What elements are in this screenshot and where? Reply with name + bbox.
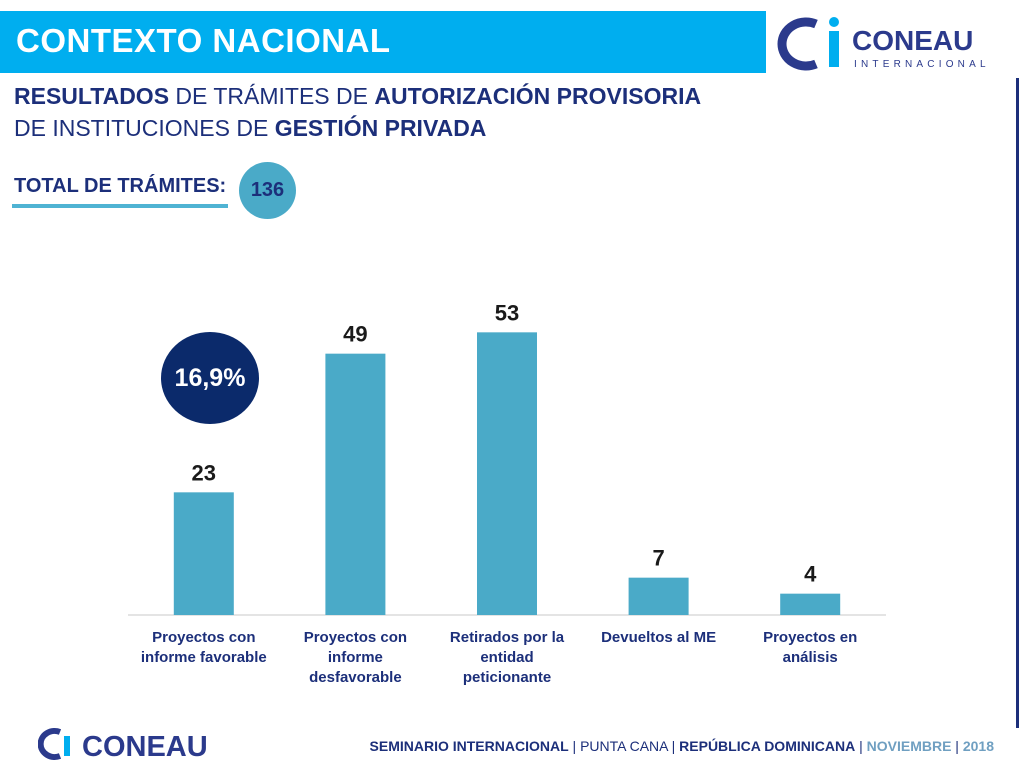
bar-2 <box>477 332 537 615</box>
header-bar <box>0 11 766 73</box>
logo-bar <box>829 31 839 67</box>
data-label-1: 49 <box>343 322 367 347</box>
category-label-0: Proyectos con informe favorable <box>141 629 267 666</box>
right-divider <box>1016 78 1019 728</box>
category-label-2: Retirados por la entidad peticionante <box>450 629 565 686</box>
data-label-2: 53 <box>495 300 519 325</box>
coneau-footer-logo: CONEAU <box>38 728 208 762</box>
logo-dot <box>829 17 839 27</box>
total-badge: 136 <box>239 162 296 219</box>
footer-logo-bar <box>64 736 70 756</box>
coneau-logo: CONEAU INTERNACIONAL <box>777 17 990 71</box>
footer-logo-ring <box>38 728 62 760</box>
total-label: TOTAL DE TRÁMITES: <box>14 175 227 197</box>
total-underline <box>12 204 228 208</box>
data-label-4: 4 <box>804 562 817 587</box>
slide-subtitle: RESULTADOS DE TRÁMITES DE AUTORIZACIÓN P… <box>14 80 774 144</box>
subtitle-line-2: DE INSTITUCIONES DE GESTIÓN PRIVADA <box>14 115 487 141</box>
bar-4 <box>780 593 841 615</box>
logo-sub: INTERNACIONAL <box>854 59 990 70</box>
percent-badge: 16,9% <box>161 332 259 424</box>
logo-word: CONEAU <box>852 25 973 56</box>
category-label-1: Proyectos con informe desfavorable <box>304 629 407 686</box>
page-title: CONTEXTO NACIONAL <box>16 22 391 59</box>
footer-text: SEMINARIO INTERNACIONAL | PUNTA CANA | R… <box>369 738 994 754</box>
data-label-3: 7 <box>652 546 664 571</box>
subtitle-line-1: RESULTADOS DE TRÁMITES DE AUTORIZACIÓN P… <box>14 83 702 109</box>
bar-0 <box>173 492 234 615</box>
bar-1 <box>325 353 386 615</box>
data-label-0: 23 <box>192 460 216 485</box>
bar-3 <box>628 577 689 615</box>
category-label-3: Devueltos al ME <box>601 629 716 646</box>
footer-logo-word: CONEAU <box>82 731 208 762</box>
logo-ring <box>777 17 818 71</box>
category-label-4: Proyectos en análisis <box>763 629 857 666</box>
